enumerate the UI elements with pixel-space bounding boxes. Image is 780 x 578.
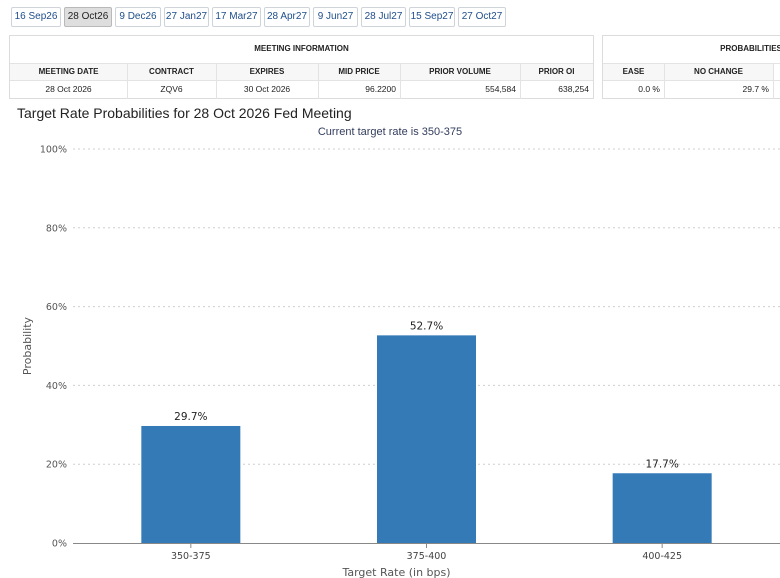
bar-375-400 <box>377 335 476 543</box>
col-no-change: NO CHANGE <box>664 64 773 80</box>
col-ease: EASE <box>603 64 664 80</box>
tab-28-apr27[interactable]: 28 Apr27 <box>264 7 310 27</box>
x-axis-title: Target Rate (in bps) <box>341 566 450 578</box>
col-contract: CONTRACT <box>127 64 216 80</box>
y-tick-label: 100% <box>40 145 67 156</box>
chart-container: Target Rate Probabilities for 28 Oct 202… <box>0 98 780 578</box>
y-tick-label: 60% <box>46 302 67 313</box>
bar-value-label: 17.7% <box>645 458 678 470</box>
probabilities-panel: PROBABILITIES EASE NO CHANGE 0.0 % 29.7 … <box>602 35 780 99</box>
ease-value: 0.0 % <box>638 84 660 94</box>
meeting-date-value: 28 Oct 2026 <box>45 84 92 94</box>
bar-value-label: 29.7% <box>174 411 207 423</box>
tab-16-sep26[interactable]: 16 Sep26 <box>11 7 61 27</box>
tab-15-sep27[interactable]: 15 Sep27 <box>409 7 455 27</box>
tab-28-jul27[interactable]: 28 Jul27 <box>361 7 406 27</box>
col-prior-oi: PRIOR OI <box>520 64 593 80</box>
y-axis-title: Probability <box>21 316 34 375</box>
x-tick-label: 375-400 <box>407 551 447 562</box>
col-expires: EXPIRES <box>216 64 318 80</box>
tab-9-dec26[interactable]: 9 Dec26 <box>115 7 161 27</box>
probabilities-title: PROBABILITIES <box>720 44 780 53</box>
prior-volume-value: 554,584 <box>485 84 516 94</box>
col-prior-volume: PRIOR VOLUME <box>400 64 520 80</box>
mid-price-value: 96.2200 <box>365 84 396 94</box>
expires-value: 30 Oct 2026 <box>243 84 291 94</box>
tab-27-jan27[interactable]: 27 Jan27 <box>164 7 209 27</box>
meeting-information-panel: MEETING INFORMATION MEETING DATE CONTRAC… <box>9 35 594 99</box>
y-tick-label: 0% <box>52 539 67 550</box>
bar-value-label: 52.7% <box>410 320 443 332</box>
probability-bar-chart: 0% 20% 40% 60% 80% 100% 29.7% 350-375 52.7% 375-4… <box>21 145 780 578</box>
y-tick-label: 20% <box>46 460 67 471</box>
prior-oi-value: 638,254 <box>558 84 589 94</box>
contract-value: ZQV6 <box>160 84 183 94</box>
col-mid-price: MID PRICE <box>318 64 400 80</box>
tab-27-oct27[interactable]: 27 Oct27 <box>458 7 506 27</box>
bar-350-375 <box>141 425 241 543</box>
tab-28-oct26[interactable]: 28 Oct26 <box>64 7 112 27</box>
meeting-information-title: MEETING INFORMATION <box>254 44 349 53</box>
bar-400-425 <box>612 473 712 543</box>
tab-17-mar27[interactable]: 17 Mar27 <box>212 7 261 27</box>
no-change-value: 29.7 % <box>742 84 769 94</box>
chart-subtitle: Current target rate is 350-375 <box>317 126 463 138</box>
chart-title: Target Rate Probabilities for 28 Oct 202… <box>17 105 352 121</box>
y-tick-label: 80% <box>46 223 67 234</box>
tab-9-jun27[interactable]: 9 Jun27 <box>313 7 358 27</box>
col-meeting-date: MEETING DATE <box>10 64 127 80</box>
x-tick-label: 350-375 <box>171 551 211 562</box>
y-tick-label: 40% <box>46 381 67 392</box>
x-tick-label: 400-425 <box>642 551 682 562</box>
